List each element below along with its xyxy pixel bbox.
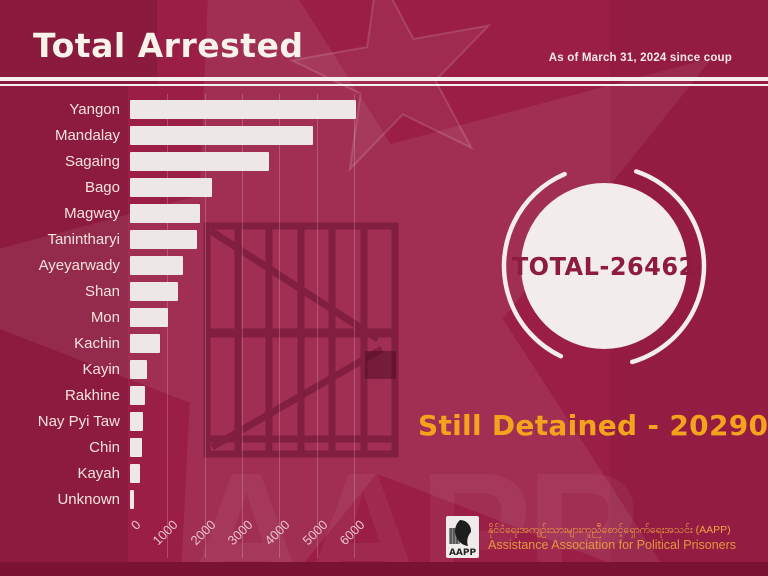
org-name-english: Assistance Association for Political Pri…	[488, 538, 737, 552]
bar	[130, 438, 143, 458]
bar	[130, 178, 213, 198]
x-tick-label: 3000	[224, 517, 256, 549]
category-label: Chin	[89, 438, 120, 456]
category-label: Tanintharyi	[47, 230, 120, 248]
grid-line	[279, 94, 281, 558]
category-label: Unknown	[57, 490, 120, 508]
category-label: Shan	[84, 282, 120, 300]
footer-org-name: နိုင်ငံရေးအကျဉ်းသားများကူညီစောင့်ရှောက်ရ…	[488, 524, 756, 552]
x-tick-label: 2000	[187, 517, 219, 549]
bar	[130, 152, 269, 172]
category-label: Kachin	[74, 334, 120, 352]
header-divider-thick	[0, 77, 768, 81]
aapp-logo-text: AAPP	[449, 548, 477, 558]
bar	[130, 464, 140, 484]
star-outline-icon	[288, 0, 492, 173]
x-tick-label: 6000	[336, 517, 368, 549]
org-name-burmese: နိုင်ငံရေးအကျဉ်းသားများကူညီစောင့်ရှောက်ရ…	[488, 524, 731, 536]
bar	[130, 230, 198, 250]
category-label: Kayah	[77, 464, 120, 482]
bar	[130, 490, 135, 510]
x-tick-label: 0	[127, 517, 144, 533]
category-label: Mon	[90, 308, 120, 326]
bar	[130, 308, 169, 328]
prison-bars-icon	[203, 222, 399, 458]
bar	[130, 100, 356, 119]
grid-line	[204, 94, 206, 558]
bar	[130, 412, 143, 432]
still-detained-label: Still Detained - 20290	[418, 409, 768, 442]
category-label: Magway	[64, 204, 120, 222]
bar	[130, 282, 179, 302]
bar	[130, 256, 184, 276]
grid-line	[241, 94, 243, 558]
category-label: Sagaing	[64, 152, 120, 170]
bottom-border-strip	[0, 562, 768, 576]
grid-line	[353, 94, 355, 558]
aapp-logo-icon: AAPP	[449, 519, 477, 558]
grid-line	[316, 94, 318, 558]
category-label: Yangon	[69, 100, 120, 118]
aapp-text-watermark: AAPP	[185, 438, 639, 576]
x-tick-label: 5000	[299, 517, 331, 549]
background-shade-label-column	[0, 85, 128, 562]
gate-lock-block	[365, 351, 396, 379]
page-title: Total Arrested	[33, 26, 304, 65]
category-label: Rakhine	[64, 386, 120, 404]
as-of-date-label: As of March 31, 2024 since coup	[548, 52, 732, 64]
header-divider-thin	[0, 84, 768, 86]
aapp-logo: AAPP	[446, 516, 479, 558]
category-label: Ayeyarwady	[38, 256, 120, 274]
total-badge: TOTAL-26462	[512, 183, 695, 349]
bar	[130, 126, 313, 146]
badge-ring-icon	[501, 163, 707, 369]
bar	[130, 204, 201, 224]
category-label: Mandalay	[54, 126, 120, 144]
bar	[130, 386, 145, 406]
bar	[130, 334, 160, 354]
bar	[130, 360, 147, 380]
total-arrested-value: TOTAL-26462	[512, 251, 696, 281]
x-tick-label: 1000	[149, 517, 181, 549]
x-tick-label: 4000	[261, 517, 293, 549]
category-label: Nay Pyi Taw	[37, 412, 120, 430]
category-label: Bago	[84, 178, 120, 196]
category-label: Kayin	[82, 360, 120, 378]
background-shade-left	[0, 0, 157, 85]
